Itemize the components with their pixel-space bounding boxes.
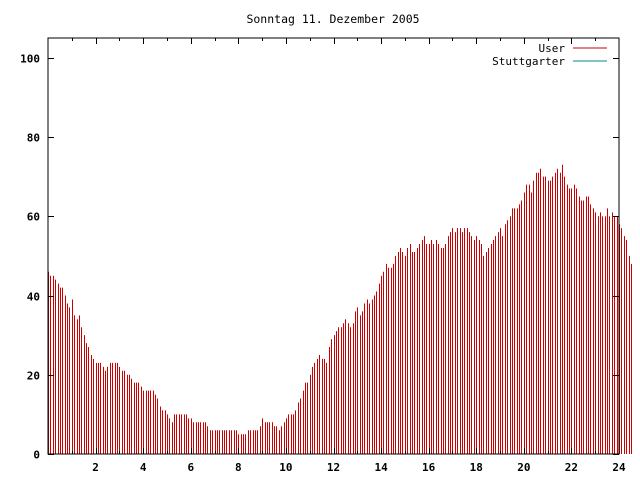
x-tick-label-6: 6 <box>187 461 194 474</box>
x-tick-label-8: 8 <box>235 461 242 474</box>
y-tick-label-0: 0 <box>33 449 40 462</box>
x-tick-label-2: 2 <box>92 461 99 474</box>
y-tick-labels: 0 20 40 60 80 100 <box>20 53 40 462</box>
plot-frame <box>47 37 620 455</box>
x-tick-label-18: 18 <box>470 461 483 474</box>
y-tick-label-40: 40 <box>27 291 40 304</box>
legend-label-1: Stuttgarter <box>492 55 565 68</box>
y-tick-label-20: 20 <box>27 370 40 383</box>
x-tick-label-12: 12 <box>327 461 340 474</box>
bars-layer <box>48 164 632 454</box>
x-tick-label-22: 22 <box>565 461 578 474</box>
x-tick-label-10: 10 <box>279 461 292 474</box>
x-tick-label-14: 14 <box>374 461 388 474</box>
y-tick-label-100: 100 <box>20 53 40 66</box>
x-tick-label-20: 20 <box>517 461 530 474</box>
y-tick-label-80: 80 <box>27 132 40 145</box>
x-tick-label-16: 16 <box>422 461 436 474</box>
x-tick-label-4: 4 <box>140 461 147 474</box>
y-tick-label-60: 60 <box>27 211 40 224</box>
chart-title: Sonntag 11. Dezember 2005 <box>246 12 419 26</box>
x-tick-labels: 2 4 6 8 10 12 14 16 18 20 22 24 <box>92 461 626 474</box>
legend-label-0: User <box>539 42 566 55</box>
x-tick-label-24: 24 <box>612 461 626 474</box>
